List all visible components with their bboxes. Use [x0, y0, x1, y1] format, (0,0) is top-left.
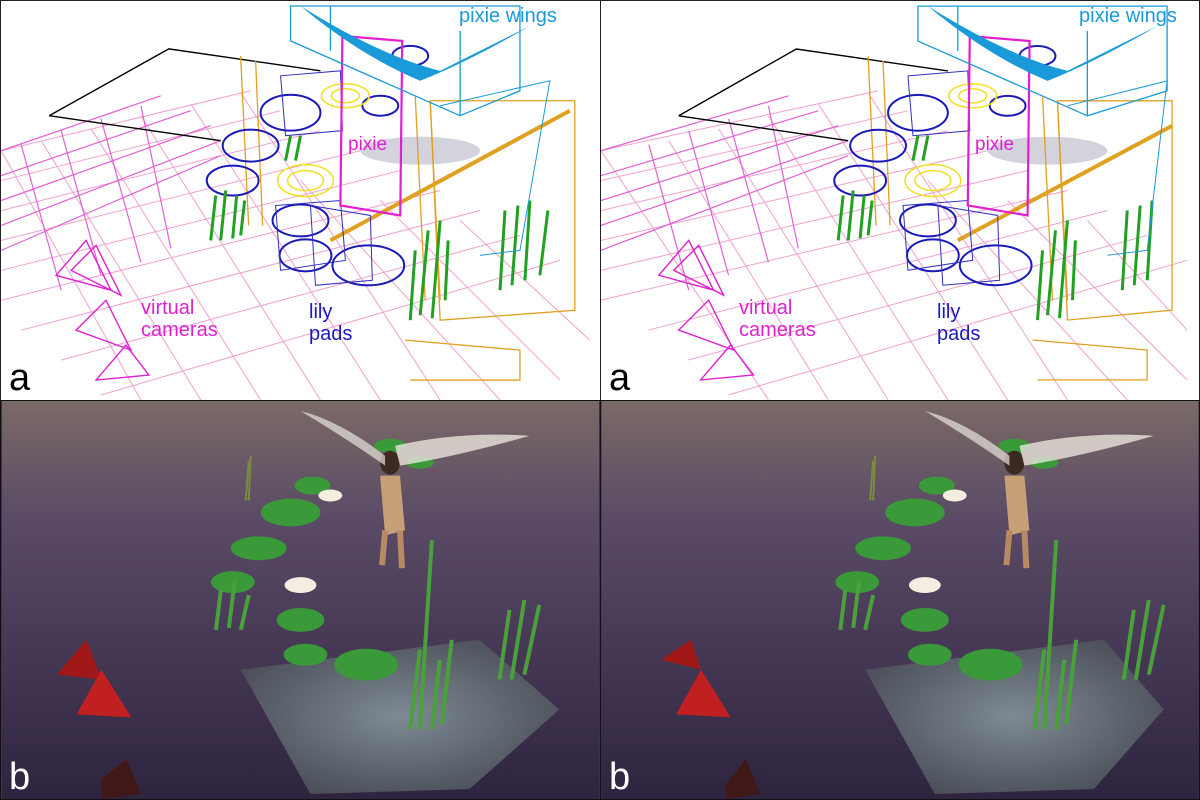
- lily-boxes: [275, 70, 373, 286]
- label-pixie: pixie: [975, 134, 1015, 155]
- label-virtual-cameras: virtual cameras: [141, 297, 218, 341]
- wireframe-panel-right: virtual cameras lily pads pixie pixie wi…: [600, 0, 1200, 401]
- camera-frustum: [48, 48, 321, 142]
- water-grid: [1, 90, 591, 400]
- panel-letter-a-right: a: [609, 357, 631, 399]
- pixie-box: [339, 34, 404, 217]
- flowers-render: [284, 489, 343, 594]
- wireframe-panel-left: virtual cameras lily pads pixie pixie wi…: [0, 0, 601, 401]
- panel-letter-b-right: b: [609, 756, 631, 798]
- label-pixie-wings: pixie wings: [459, 5, 557, 27]
- pixie-figure: [300, 410, 530, 569]
- shadow: [360, 136, 481, 165]
- virtual-cameras-render: [56, 639, 142, 799]
- flowers-wire: [276, 83, 371, 198]
- label-virtual-cameras-text: virtual cameras: [739, 297, 816, 341]
- label-pixie-wings: pixie wings: [1079, 5, 1177, 27]
- render-panel-right: b: [600, 400, 1200, 800]
- near-grid: [1, 95, 221, 291]
- render-scene-left: [2, 401, 599, 799]
- lily-pads-render: [210, 438, 434, 681]
- label-lily-pads: lily pads: [937, 301, 980, 345]
- wing-shape: [300, 5, 530, 81]
- panel-letter-b-left: b: [9, 756, 31, 798]
- wireframe-scene-right: [601, 5, 1188, 400]
- reeds-render: [213, 455, 542, 730]
- pebble-bed: [240, 639, 560, 795]
- panel-letter-a-left: a: [9, 357, 31, 399]
- label-lily-pads-text: lily pads: [937, 301, 981, 345]
- label-lily-pads-text: lily pads: [309, 301, 353, 345]
- reed-frames: [240, 55, 576, 381]
- label-lily-pads: lily pads: [309, 301, 352, 345]
- label-virtual-cameras: virtual cameras: [739, 297, 816, 341]
- wings-frame: [289, 5, 551, 256]
- label-pixie: pixie: [348, 134, 388, 155]
- label-virtual-cameras-text: virtual cameras: [141, 297, 218, 341]
- wireframe-scene-left: [1, 5, 591, 400]
- render-scene-right: [601, 401, 1199, 799]
- virtual-cameras-wire: [54, 239, 151, 381]
- render-panel-left: b: [0, 400, 601, 800]
- plants-wire: [209, 135, 550, 321]
